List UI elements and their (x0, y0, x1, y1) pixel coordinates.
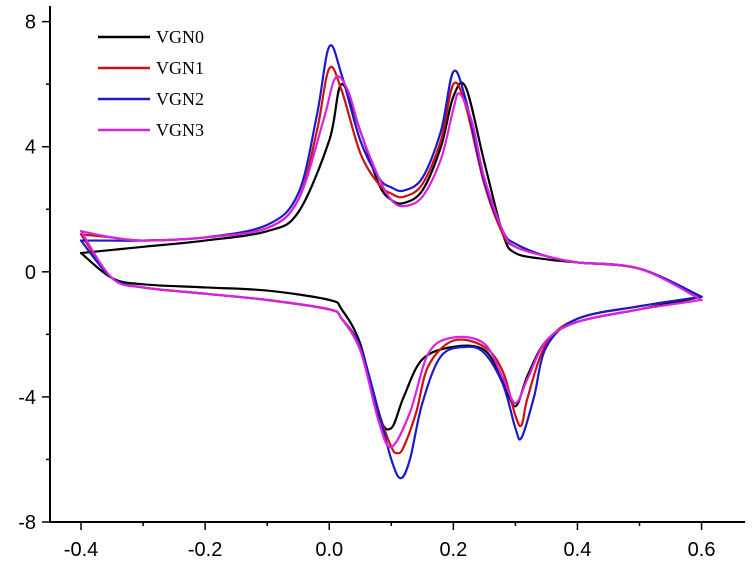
axis-ticks: -0.4 -0.2 0.0 0.2 0.4 0.6 8 4 0 -4 -8 (18, 12, 715, 561)
x-tick-label: 0.0 (315, 539, 343, 561)
axes (49, 6, 745, 523)
legend-label-vgn3: VGN3 (156, 120, 204, 140)
x-tick-label: -0.4 (64, 539, 98, 561)
y-tick-label: 0 (25, 262, 36, 284)
x-tick-label: -0.2 (188, 539, 222, 561)
series-line-vgn0-forward (79, 81, 703, 298)
y-tick-label: -4 (18, 387, 36, 409)
series-line-vgn3-reverse (79, 230, 703, 449)
x-tick-label: 0.4 (564, 539, 592, 561)
series-curves (79, 44, 703, 480)
series-line-vgn2-reverse (79, 239, 703, 480)
series-line-vgn3-forward (79, 75, 703, 302)
y-tick-label: -8 (18, 512, 36, 534)
y-tick-label: 4 (25, 137, 36, 159)
x-tick-label: 0.6 (688, 539, 716, 561)
series-line-vgn1-reverse (79, 233, 703, 455)
legend: VGN0 VGN1 VGN2 VGN3 (98, 27, 204, 140)
legend-label-vgn1: VGN1 (156, 58, 204, 78)
y-tick-label: 8 (25, 12, 36, 34)
legend-label-vgn0: VGN0 (156, 27, 204, 47)
series-line-vgn0-reverse (79, 251, 703, 431)
x-tick-label: 0.2 (439, 539, 467, 561)
series-line-vgn2-forward (79, 44, 703, 298)
legend-label-vgn2: VGN2 (156, 89, 204, 109)
